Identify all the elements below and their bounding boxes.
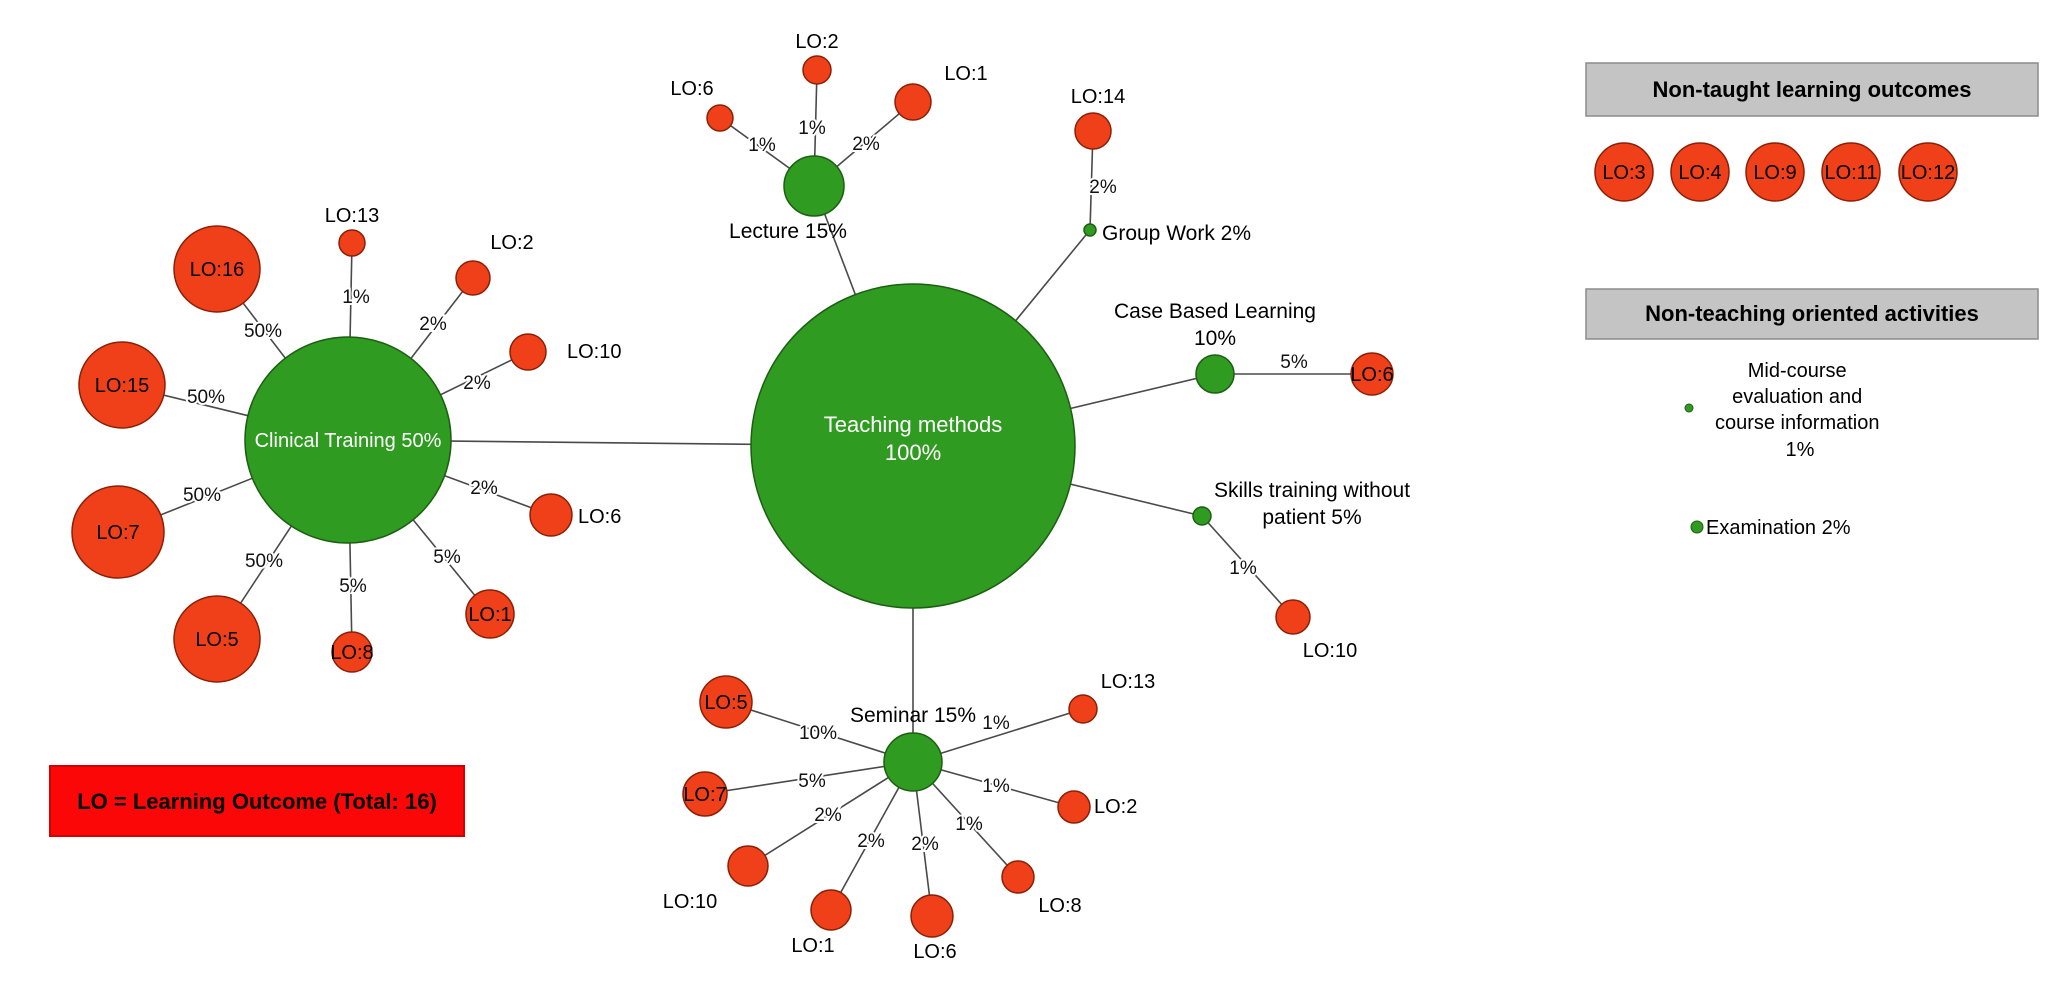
node-lo8-clinical <box>331 631 373 673</box>
edge-label-lecture-lo1-lecture: 2% <box>852 134 880 155</box>
label-lo2-clinical: LO:2 <box>490 232 533 254</box>
label-lo1-lecture: LO:1 <box>944 63 987 85</box>
label-lo14-groupwork: LO:14 <box>1071 86 1125 108</box>
node-lo3-legend <box>1594 142 1654 202</box>
legend-non-teaching-box <box>1585 288 2039 340</box>
node-seminar <box>883 732 943 792</box>
edge-label-seminar-lo13-seminar: 1% <box>982 713 1010 734</box>
node-lo7-seminar <box>682 771 728 817</box>
node-lo4-legend <box>1670 142 1730 202</box>
edge-label-seminar-lo8-seminar: 1% <box>955 814 983 835</box>
node-lo16-clinical <box>173 225 261 313</box>
edge-label-clinical-lo15-clinical: 50% <box>187 387 225 408</box>
label-lo1-seminar: LO:1 <box>791 935 834 957</box>
node-skills <box>1192 506 1212 526</box>
edge-label-seminar-lo10-seminar: 2% <box>814 805 842 826</box>
edge-label-clinical-lo7-clinical: 50% <box>183 485 221 506</box>
label-cbl: Case Based Learning 10% <box>1114 300 1316 350</box>
label-groupwork: Group Work 2% <box>1102 222 1251 245</box>
edge-label-clinical-lo8-clinical: 5% <box>339 576 367 597</box>
edge-label-cbl-lo6-cbl: 5% <box>1280 352 1308 373</box>
node-lo5-seminar <box>699 675 753 729</box>
legend-non-teaching-title: Non-teaching oriented activities <box>1645 301 1979 326</box>
label-lo10-clinical: LO:10 <box>567 341 621 363</box>
label-lo2-seminar: LO:2 <box>1094 796 1137 818</box>
node-lo6-lecture <box>706 104 734 132</box>
edge-label-clinical-lo13-clinical: 1% <box>342 287 370 308</box>
callout-text: LO = Learning Outcome (Total: 16) <box>77 789 437 814</box>
edge-label-lecture-lo6-lecture: 1% <box>748 135 776 156</box>
node-lo8-seminar <box>1001 860 1035 894</box>
node-lo6-clinical <box>529 493 573 537</box>
label-lo10-seminar: LO:10 <box>663 891 717 913</box>
node-groupwork <box>1083 223 1097 237</box>
legend-non-taught-box <box>1585 62 2039 117</box>
edge-label-clinical-lo10-clinical: 2% <box>463 373 491 394</box>
edge-label-clinical-lo2-clinical: 2% <box>419 314 447 335</box>
label-lecture: Lecture 15% <box>729 220 847 243</box>
edge-label-seminar-lo7-seminar: 5% <box>798 771 826 792</box>
node-cbl <box>1195 354 1235 394</box>
node-lo15-clinical <box>78 341 166 429</box>
legend-outcomes-layer: LO:3 LO:4 LO:9 LO:11 LO:12 <box>1594 142 1958 202</box>
edge-seminar-lo7-seminar <box>704 761 914 795</box>
node-lo10-clinical <box>509 333 547 371</box>
node-lo2-clinical <box>455 260 491 296</box>
node-lo6-seminar <box>910 894 954 938</box>
midcourse-label: Mid-course evaluation and course informa… <box>1715 360 1885 461</box>
node-lo1-seminar <box>810 889 852 931</box>
node-clinical <box>244 336 452 544</box>
examination-dot <box>1690 520 1704 534</box>
node-lo9-legend <box>1745 142 1805 202</box>
edge-seminar-lo10-seminar <box>747 761 914 867</box>
node-lo1-clinical <box>465 589 515 639</box>
nodes-layer <box>71 55 1394 938</box>
label-lo6-lecture: LO:6 <box>670 78 713 100</box>
edge-label-seminar-lo1-seminar: 2% <box>857 831 885 852</box>
label-lo6-clinical: LO:6 <box>578 506 621 528</box>
edge-label-groupwork-lo14-groupwork: 2% <box>1089 177 1117 198</box>
edge-label-skills-lo10-skills: 1% <box>1229 558 1257 579</box>
label-lo2-lecture: LO:2 <box>795 31 838 53</box>
edge-label-lecture-lo2-lecture: 1% <box>798 118 826 139</box>
node-teaching <box>750 283 1076 609</box>
node-lo10-skills <box>1275 599 1311 635</box>
node-lo7-clinical <box>71 485 165 579</box>
label-lo10-skills: LO:10 <box>1303 640 1357 662</box>
edge-label-seminar-lo2-seminar: 1% <box>982 776 1010 797</box>
edge-skills-lo10-skills <box>1201 515 1294 618</box>
label-lo8-seminar: LO:8 <box>1038 895 1081 917</box>
callout-box <box>49 765 465 837</box>
edge-label-seminar-lo5-seminar: 10% <box>799 723 837 744</box>
node-lo2-seminar <box>1057 790 1091 824</box>
edge-label-clinical-lo16-clinical: 50% <box>244 321 282 342</box>
node-lo14-groupwork <box>1074 112 1112 150</box>
edge-label-clinical-lo1-clinical: 5% <box>433 547 461 568</box>
label-lo13-seminar: LO:13 <box>1101 671 1155 693</box>
node-lo10-seminar <box>727 845 769 887</box>
node-lo5-clinical <box>173 595 261 683</box>
label-skills: Skills training without patient 5% <box>1214 479 1410 529</box>
edge-label-seminar-lo6-seminar: 2% <box>911 834 939 855</box>
node-lo13-clinical <box>338 229 366 257</box>
edge-seminar-lo5-seminar <box>725 701 914 763</box>
legend-non-taught-title: Non-taught learning outcomes <box>1653 77 1972 102</box>
node-lecture <box>783 155 845 217</box>
label-lo13-clinical: LO:13 <box>325 205 379 227</box>
node-lo1-lecture <box>894 83 932 121</box>
node-lo12-legend <box>1898 142 1958 202</box>
edge-label-clinical-lo5-clinical: 50% <box>245 551 283 572</box>
node-lo6-cbl <box>1350 352 1394 396</box>
node-lo11-legend <box>1821 142 1881 202</box>
node-lo2-lecture <box>802 55 832 85</box>
label-lo6-seminar: LO:6 <box>913 941 956 963</box>
node-lo13-seminar <box>1068 694 1098 724</box>
edge-label-clinical-lo6-clinical: 2% <box>470 478 498 499</box>
midcourse-dot <box>1684 403 1694 413</box>
examination-label: Examination 2% <box>1706 517 1851 539</box>
